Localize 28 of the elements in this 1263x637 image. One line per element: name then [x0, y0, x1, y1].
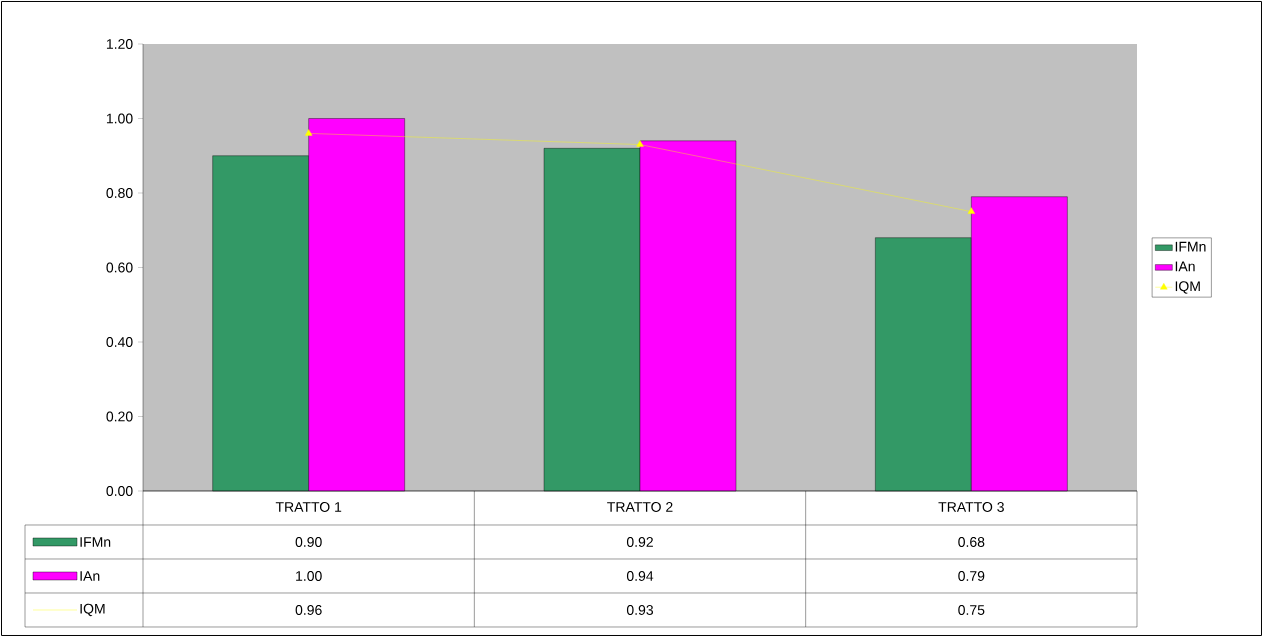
point — [967, 207, 976, 214]
y-tick-label: 1.20 — [106, 39, 133, 49]
data-label: 0.94 — [626, 571, 654, 581]
data-label: 0.93 — [626, 605, 654, 615]
data-label: 0.75 — [958, 605, 985, 615]
point — [305, 129, 313, 136]
y-tick-label: 1.00 — [106, 113, 133, 124]
y-tick-label: 0.20 — [106, 411, 133, 422]
data-label: 0.92 — [626, 537, 653, 547]
data-label: 0.79 — [958, 571, 985, 581]
legend-label: IQM — [1175, 281, 1200, 294]
legend-label: IAn — [1175, 261, 1195, 272]
y-tick-label: 0.40 — [106, 337, 133, 347]
data-label: 0.90 — [295, 537, 322, 547]
text: IQM — [80, 603, 105, 617]
text: IAn — [80, 571, 100, 581]
y-tick-label: 0.60 — [106, 262, 133, 273]
point — [636, 140, 644, 147]
x-tick-label: TRATTO 2 — [607, 502, 673, 512]
text: IFMn — [1175, 241, 1206, 252]
x-tick-label: TRATTO 1 — [275, 502, 342, 512]
y-tick-label: 0.80 — [106, 188, 133, 198]
data-label: 1.00 — [296, 571, 322, 581]
x-tick-label: TRATTO 3 — [938, 502, 1004, 512]
data-label: 0.96 — [295, 605, 322, 615]
y-tick-label: 0.00 — [106, 486, 133, 496]
legend-label: IFMn — [80, 537, 111, 547]
data-label: 0.68 — [958, 537, 985, 547]
